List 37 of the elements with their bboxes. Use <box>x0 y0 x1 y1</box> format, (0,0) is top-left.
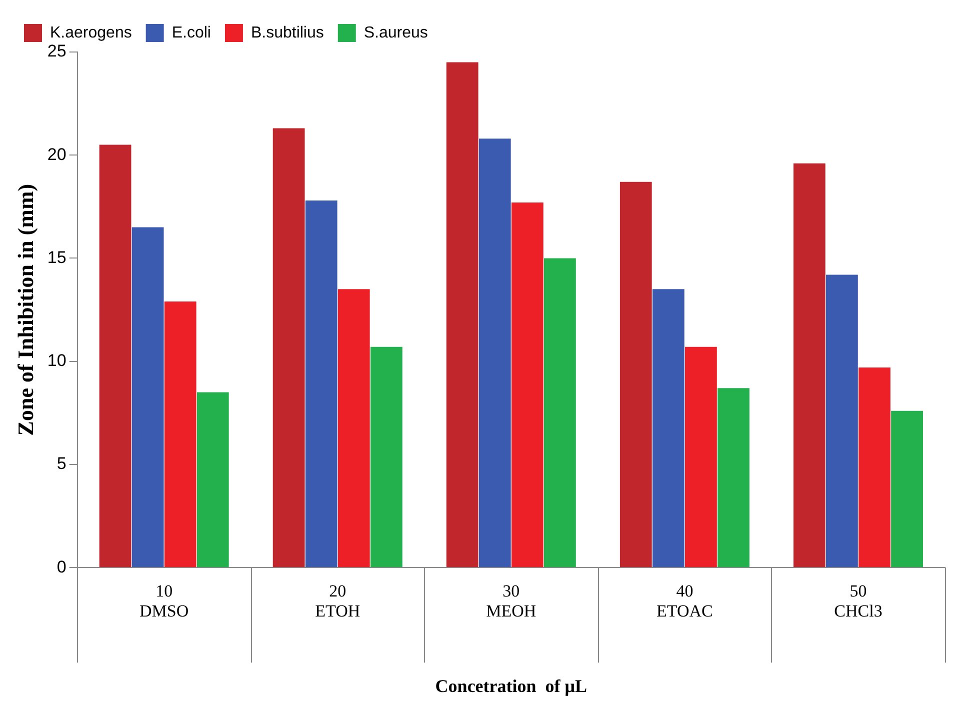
legend-label: S.aureus <box>364 24 428 42</box>
bar <box>718 388 750 568</box>
x-tick-label: 40 ETOAC <box>656 581 713 621</box>
bar <box>826 274 858 568</box>
x-tick-label: 30 MEOH <box>486 581 536 621</box>
bar <box>99 144 132 568</box>
bar <box>620 182 652 568</box>
bar <box>685 346 717 568</box>
legend-label: K.aerogens <box>50 24 132 42</box>
bar <box>305 200 338 568</box>
bar <box>478 138 511 568</box>
bar <box>370 346 402 568</box>
bar <box>338 289 370 568</box>
bar <box>272 128 305 568</box>
bar <box>793 163 826 568</box>
bar <box>858 368 890 568</box>
bar <box>652 289 684 568</box>
legend-label: E.coli <box>172 24 211 42</box>
y-tick-label: 25 <box>47 42 66 61</box>
bar <box>891 410 923 568</box>
bar <box>196 392 229 568</box>
x-tick-label: 50 CHCl3 <box>834 581 882 621</box>
y-tick-label: 20 <box>47 144 66 164</box>
x-tick-label: 10 DMSO <box>140 581 189 621</box>
bar <box>164 302 196 568</box>
bar <box>446 62 478 568</box>
legend-label: B.subtilius <box>250 24 324 42</box>
y-tick-label: 15 <box>47 248 66 267</box>
bar <box>511 202 544 568</box>
y-tick-label: 10 <box>47 351 66 370</box>
bar <box>544 258 576 568</box>
y-tick-label: 0 <box>56 557 66 576</box>
y-tick-label: 5 <box>56 454 66 474</box>
bar <box>132 227 164 568</box>
x-tick-label: 20 ETOH <box>315 581 360 621</box>
x-axis-title: Concetration of μL <box>435 676 587 696</box>
y-axis-title: Zone of Inhibition in (mm) <box>12 184 38 436</box>
